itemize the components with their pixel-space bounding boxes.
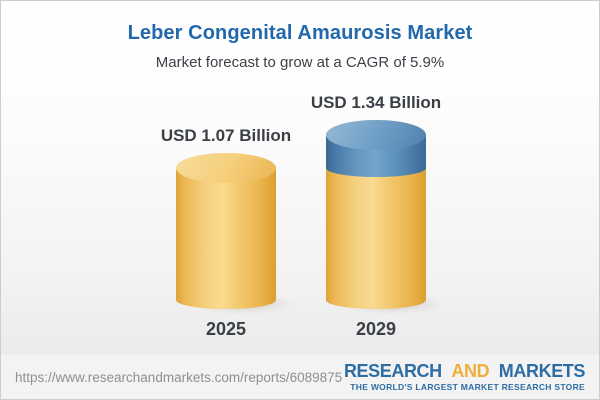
bar-cylinder-2025 <box>176 153 276 309</box>
logo-word-research: RESEARCH <box>343 361 442 382</box>
logo-word-markets: MARKETS <box>498 361 586 382</box>
brand-tagline: THE WORLD'S LARGEST MARKET RESEARCH STOR… <box>350 382 585 393</box>
brand-logo: RESEARCH AND MARKETS THE WORLD'S LARGEST… <box>344 362 585 392</box>
chart-subtitle: Market forecast to grow at a CAGR of 5.9… <box>155 54 445 71</box>
chart-area: USD 1.07 Billion 2025 USD 1.34 Billion 2029 <box>1 1 599 355</box>
chart-panel: Leber Congenital Amaurosis Market Market… <box>1 1 599 355</box>
chart-title: Leber Congenital Amaurosis Market <box>127 22 473 44</box>
bar-value-label: USD 1.07 Billion <box>160 126 292 146</box>
logo-word-and: AND <box>451 361 490 382</box>
bar-value-label: USD 1.34 Billion <box>310 93 442 112</box>
growth-segment-top-ellipse <box>326 120 426 150</box>
bar-category-label: 2029 <box>355 319 397 339</box>
footer-bar: https://www.researchandmarkets.com/repor… <box>1 355 599 399</box>
bar-category-label: 2025 <box>205 319 247 339</box>
report-url-link[interactable]: https://www.researchandmarkets.com/repor… <box>15 369 343 385</box>
brand-logo-wordmark: RESEARCH AND MARKETS <box>344 362 585 380</box>
bar-top-ellipse <box>176 153 276 184</box>
bar-body <box>176 168 276 309</box>
bar-cylinder-2029 <box>326 120 426 309</box>
